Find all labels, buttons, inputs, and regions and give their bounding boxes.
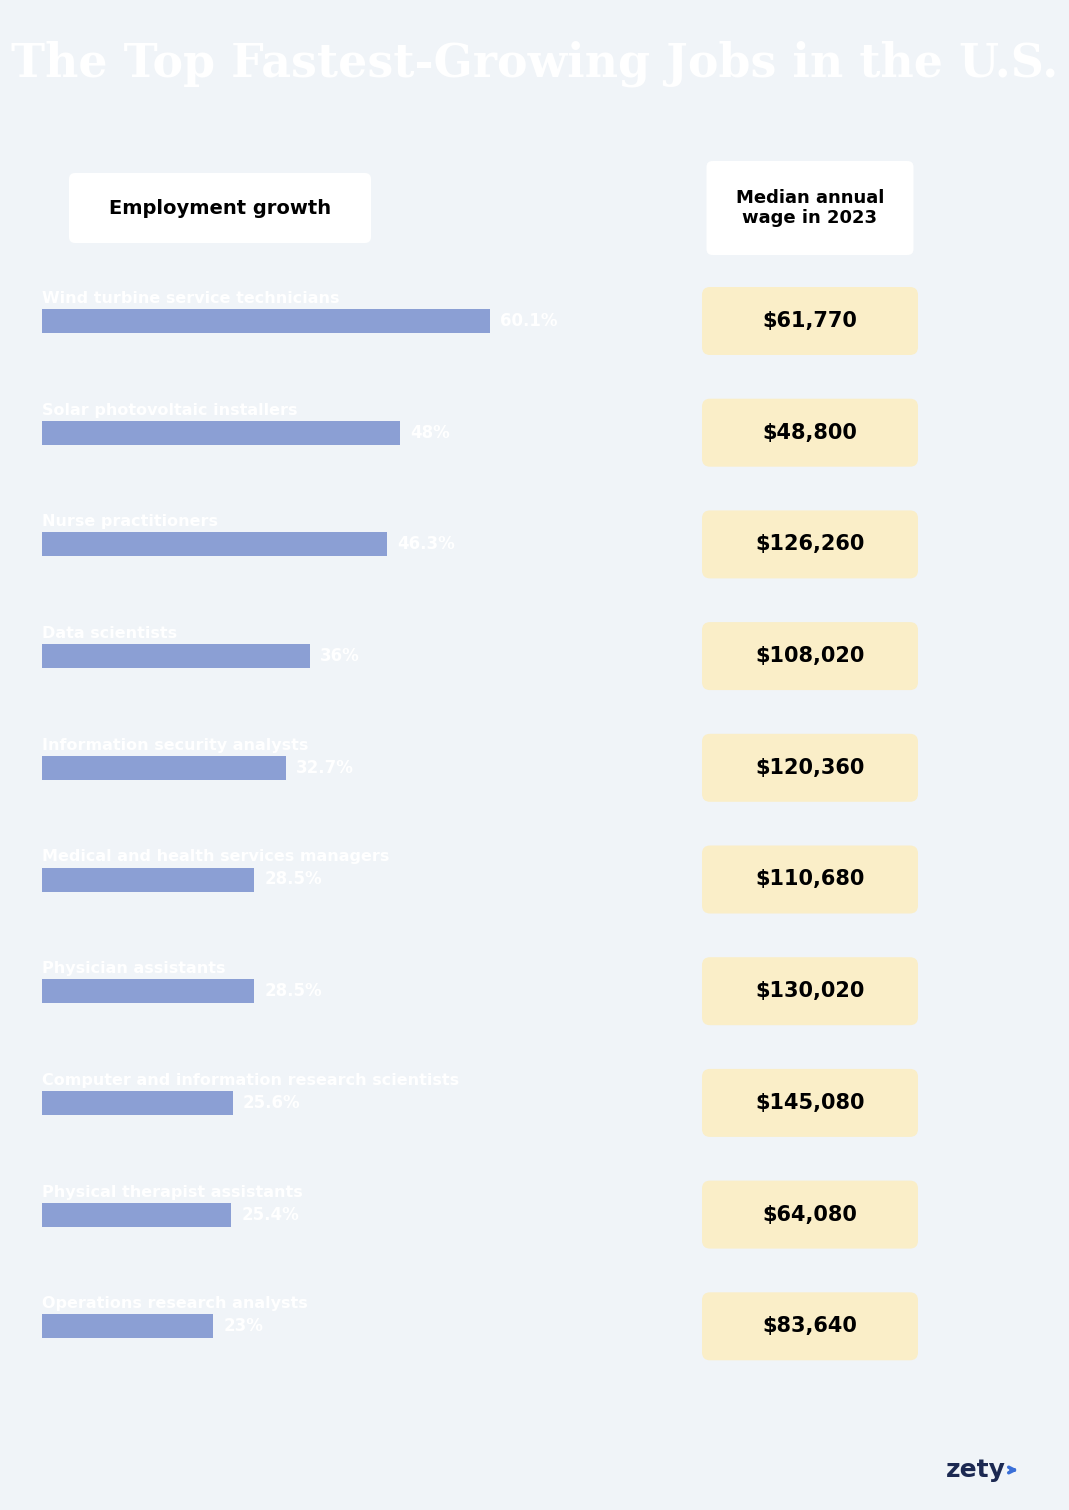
Text: Median annual
wage in 2023: Median annual wage in 2023 [735, 189, 884, 228]
Text: Employment growth: Employment growth [109, 198, 331, 217]
Text: 23%: 23% [223, 1317, 263, 1335]
Text: $83,640: $83,640 [762, 1317, 857, 1336]
FancyBboxPatch shape [702, 1069, 918, 1137]
Text: Solar photovoltaic installers: Solar photovoltaic installers [42, 403, 297, 418]
Text: 25.6%: 25.6% [243, 1093, 300, 1111]
Text: 60.1%: 60.1% [500, 313, 558, 331]
Text: 32.7%: 32.7% [296, 760, 354, 776]
FancyBboxPatch shape [702, 734, 918, 802]
FancyBboxPatch shape [42, 533, 387, 556]
FancyBboxPatch shape [42, 1314, 214, 1338]
Text: $130,020: $130,020 [756, 982, 865, 1001]
Text: 46.3%: 46.3% [397, 536, 455, 553]
Text: $126,260: $126,260 [756, 535, 865, 554]
Text: Physician assistants: Physician assistants [42, 962, 226, 975]
Text: The Top Fastest-Growing Jobs in the U.S.: The Top Fastest-Growing Jobs in the U.S. [11, 41, 1058, 88]
FancyBboxPatch shape [702, 846, 918, 914]
FancyBboxPatch shape [42, 868, 254, 891]
Text: Computer and information research scientists: Computer and information research scient… [42, 1074, 459, 1087]
Text: $48,800: $48,800 [762, 423, 857, 442]
FancyBboxPatch shape [42, 645, 310, 667]
Text: Wind turbine service technicians: Wind turbine service technicians [42, 291, 340, 307]
Text: zety: zety [946, 1459, 1006, 1481]
FancyBboxPatch shape [42, 757, 285, 779]
FancyBboxPatch shape [69, 174, 371, 243]
FancyBboxPatch shape [707, 162, 914, 255]
Text: $61,770: $61,770 [762, 311, 857, 331]
Text: Medical and health services managers: Medical and health services managers [42, 850, 389, 865]
FancyBboxPatch shape [702, 510, 918, 578]
Text: 36%: 36% [321, 648, 360, 664]
Text: 48%: 48% [409, 424, 450, 442]
FancyBboxPatch shape [702, 287, 918, 355]
Text: 28.5%: 28.5% [264, 982, 322, 1000]
Text: $64,080: $64,080 [762, 1205, 857, 1225]
Text: Physical therapist assistants: Physical therapist assistants [42, 1185, 303, 1199]
Text: $110,680: $110,680 [756, 870, 865, 889]
FancyBboxPatch shape [42, 310, 490, 334]
Text: 28.5%: 28.5% [264, 870, 322, 888]
Text: Operations research analysts: Operations research analysts [42, 1296, 308, 1311]
FancyBboxPatch shape [42, 1090, 233, 1114]
Text: $120,360: $120,360 [756, 758, 865, 778]
FancyBboxPatch shape [42, 421, 400, 445]
FancyBboxPatch shape [702, 1181, 918, 1249]
FancyBboxPatch shape [702, 399, 918, 467]
FancyBboxPatch shape [42, 1202, 231, 1226]
FancyBboxPatch shape [702, 1293, 918, 1361]
Text: Data scientists: Data scientists [42, 627, 177, 642]
FancyBboxPatch shape [42, 978, 254, 1003]
FancyBboxPatch shape [702, 957, 918, 1025]
Text: $108,020: $108,020 [756, 646, 865, 666]
Text: Information security analysts: Information security analysts [42, 738, 308, 753]
Text: 25.4%: 25.4% [242, 1205, 299, 1223]
Text: $145,080: $145,080 [756, 1093, 865, 1113]
FancyBboxPatch shape [702, 622, 918, 690]
Text: Nurse practitioners: Nurse practitioners [42, 515, 218, 530]
